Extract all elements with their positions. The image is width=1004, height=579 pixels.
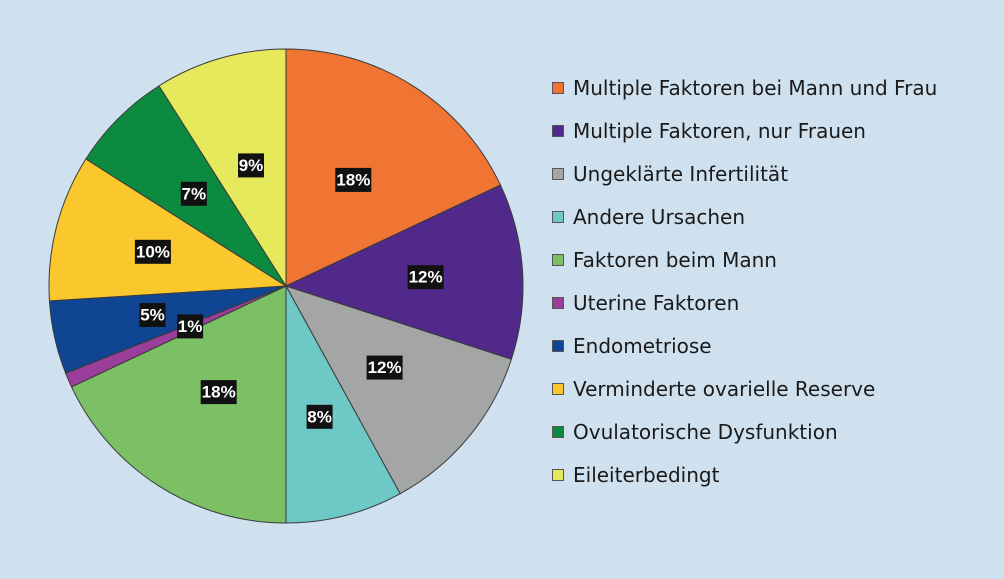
slice-label-8: 10% xyxy=(134,239,171,264)
legend-item-3: Ungeklärte Infertilität xyxy=(552,152,937,195)
pie-slice-2 xyxy=(284,184,524,360)
legend-item-7: Endometriose xyxy=(552,324,937,367)
slice-label-text-1: 18% xyxy=(336,170,370,189)
legend-item-6: Uterine Faktoren xyxy=(552,281,937,324)
legend-label-5: Faktoren beim Mann xyxy=(573,247,777,272)
slice-label-bg-1 xyxy=(335,167,372,192)
slice-label-2: 12% xyxy=(407,265,444,290)
legend-item-2: Multiple Faktoren, nur Frauen xyxy=(552,109,937,152)
pie-slice-3 xyxy=(284,285,513,495)
slice-labels: 18% 12% 12% 8% 18% 1% 5% 10% 7% 9% xyxy=(134,153,444,429)
legend-swatch-2 xyxy=(552,124,564,137)
slice-label-bg-6 xyxy=(177,314,204,339)
legend-swatch-9 xyxy=(552,425,564,438)
legend-label-2: Multiple Faktoren, nur Frauen xyxy=(573,118,866,143)
legend-item-5: Faktoren beim Mann xyxy=(552,238,937,281)
slice-label-1: 18% xyxy=(335,167,372,192)
slice-label-bg-9 xyxy=(180,181,207,206)
pie-slice-4 xyxy=(285,285,401,524)
slice-label-bg-10 xyxy=(238,153,264,178)
legend-label-6: Uterine Faktoren xyxy=(573,290,740,315)
legend-label-1: Multiple Faktoren bei Mann und Frau xyxy=(573,75,938,100)
legend-swatch-6 xyxy=(552,296,564,309)
legend-item-1: Multiple Faktoren bei Mann und Frau xyxy=(552,66,937,109)
pie-slice-5 xyxy=(70,285,287,524)
pie-slice-10 xyxy=(158,48,287,288)
legend-label-9: Ovulatorische Dysfunktion xyxy=(573,419,838,444)
legend-label-10: Eileiterbedingt xyxy=(573,462,720,487)
legend-swatch-7 xyxy=(552,339,564,352)
legend-item-4: Andere Ursachen xyxy=(552,195,937,238)
slice-label-text-3: 12% xyxy=(368,358,402,377)
slice-label-3: 12% xyxy=(366,355,403,380)
legend-swatch-10 xyxy=(552,468,564,481)
legend-item-9: Ovulatorische Dysfunktion xyxy=(552,410,937,453)
slice-label-bg-8 xyxy=(134,239,171,264)
slice-label-text-9: 7% xyxy=(182,184,207,203)
slice-label-5: 18% xyxy=(200,380,237,405)
pie-chart-area: 18% 12% 12% 8% 18% 1% 5% 10% 7% 9% xyxy=(48,48,524,524)
slice-label-7: 5% xyxy=(139,303,166,327)
legend-item-10: Eileiterbedingt xyxy=(552,453,937,496)
legend-item-8: Verminderte ovarielle Reserve xyxy=(552,367,937,410)
legend-label-8: Verminderte ovarielle Reserve xyxy=(573,376,876,401)
slice-label-text-8: 10% xyxy=(136,242,170,261)
slice-label-bg-7 xyxy=(139,303,166,327)
slice-label-text-7: 5% xyxy=(140,306,165,325)
slice-label-text-6: 1% xyxy=(178,317,203,336)
legend-label-4: Andere Ursachen xyxy=(573,204,745,229)
pie-slice-8 xyxy=(48,158,288,302)
slice-label-bg-5 xyxy=(200,380,237,405)
slice-label-bg-4 xyxy=(306,404,333,429)
slice-label-4: 8% xyxy=(306,404,333,429)
pie-chart: 18% 12% 12% 8% 18% 1% 5% 10% 7% 9% xyxy=(48,48,524,524)
legend-swatch-1 xyxy=(552,81,564,94)
legend-swatch-4 xyxy=(552,210,564,223)
slice-label-text-4: 8% xyxy=(307,407,332,426)
legend-swatch-5 xyxy=(552,253,564,266)
legend-swatch-8 xyxy=(552,382,564,395)
slice-label-6: 1% xyxy=(177,314,204,339)
pie-slices xyxy=(48,48,524,524)
slice-label-text-2: 12% xyxy=(409,268,443,287)
legend-swatch-3 xyxy=(552,167,564,180)
legend-label-7: Endometriose xyxy=(573,333,712,358)
slice-label-text-5: 18% xyxy=(202,383,236,402)
pie-slice-1 xyxy=(285,48,502,287)
chart-legend: Multiple Faktoren bei Mann und Frau Multi… xyxy=(552,66,937,496)
legend-label-3: Ungeklärte Infertilität xyxy=(573,161,789,186)
slice-label-10: 9% xyxy=(238,153,264,178)
slice-label-text-10: 9% xyxy=(239,156,264,175)
slice-label-bg-2 xyxy=(407,265,444,290)
slice-label-9: 7% xyxy=(180,181,207,206)
slice-label-bg-3 xyxy=(366,355,403,380)
